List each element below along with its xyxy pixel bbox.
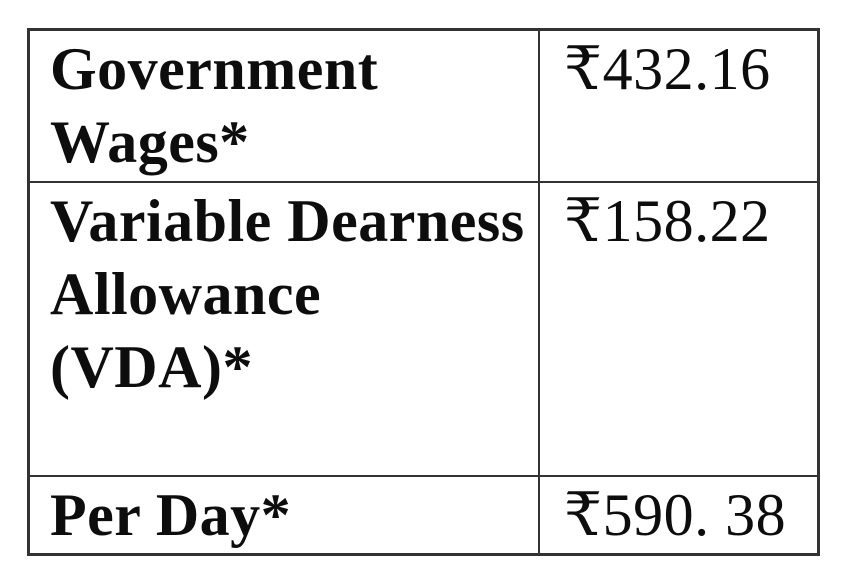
- row-value: ₹432.16: [564, 36, 771, 102]
- row-label: Per Day*: [50, 482, 292, 548]
- table-row: Variable Dearness Allowance (VDA)* ₹158.…: [27, 181, 820, 477]
- row-value: ₹158.22: [564, 188, 771, 254]
- table-row: Per Day* ₹590. 38: [27, 475, 820, 556]
- row-label: Variable Dearness Allowance (VDA)*: [50, 188, 525, 400]
- value-cell: ₹158.22: [538, 181, 820, 477]
- wage-table: Government Wages* ₹432.16 Variable Dearn…: [27, 28, 820, 556]
- label-cell: Per Day*: [27, 475, 540, 556]
- label-cell: Government Wages*: [27, 28, 540, 183]
- row-value: ₹590. 38: [564, 482, 787, 548]
- value-cell: ₹432.16: [538, 28, 820, 183]
- table-row: Government Wages* ₹432.16: [27, 28, 820, 183]
- label-cell: Variable Dearness Allowance (VDA)*: [27, 181, 540, 477]
- row-label: Government Wages*: [50, 36, 379, 175]
- value-cell: ₹590. 38: [538, 475, 820, 556]
